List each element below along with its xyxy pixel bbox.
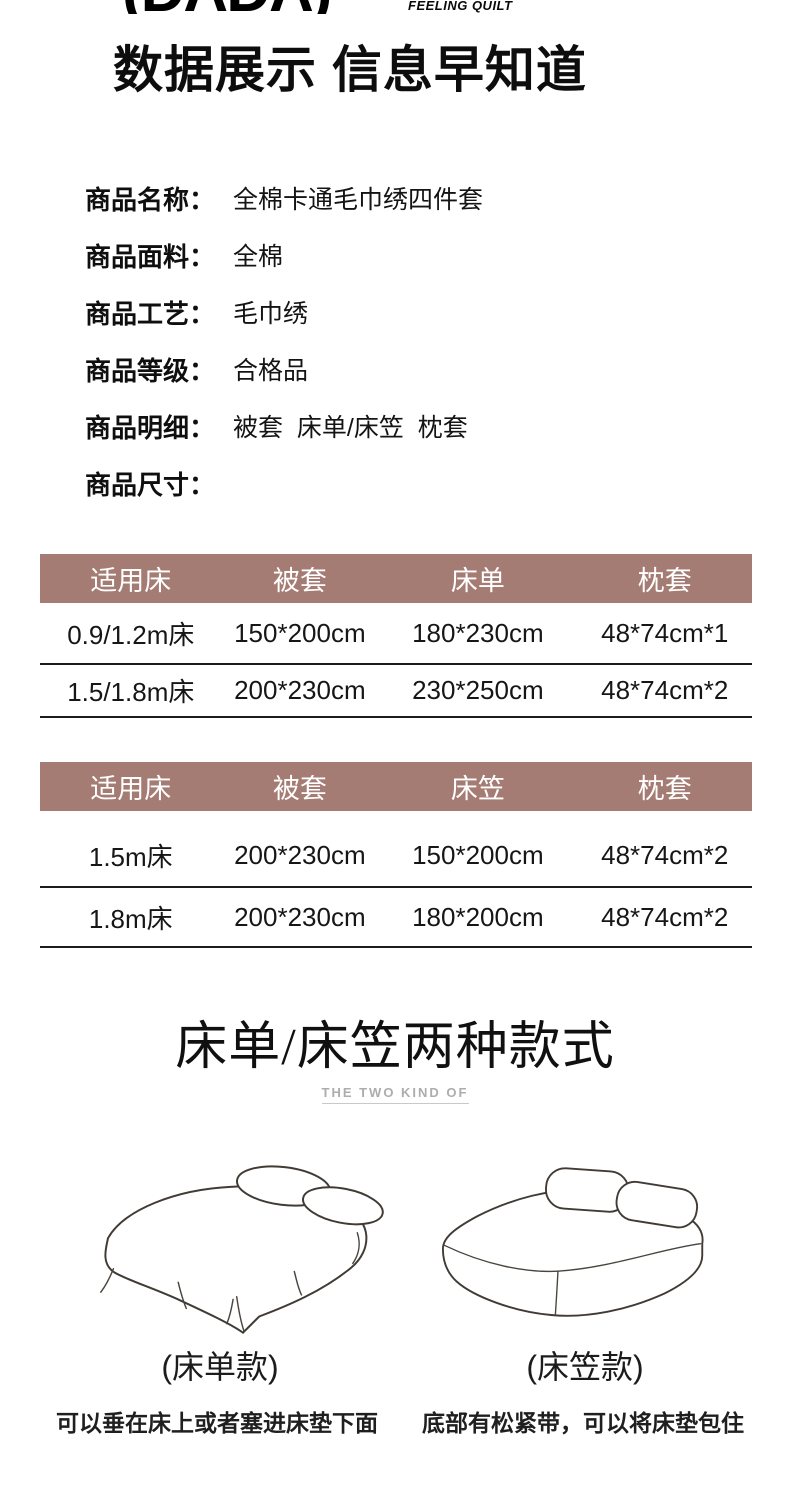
product-info-list: 商品名称： 全棉卡通毛巾绣四件套 商品面料： 全棉 商品工艺： 毛巾绣 商品等级… (85, 180, 745, 522)
brand-tagline: FEELING QUILT (408, 0, 513, 13)
pillow-icon (545, 1167, 699, 1229)
section-subtitle-wrap: THE TWO KIND OF (0, 1084, 790, 1104)
table-row: 1.5/1.8m床 200*230cm 230*250cm 48*74cm*2 (40, 665, 752, 718)
column-header-duvet: 被套 (272, 774, 327, 804)
brand-logo-text: (DADA) (122, 0, 332, 14)
info-row-size: 商品尺寸： (85, 465, 745, 500)
table-cell: 150*200cm (412, 840, 544, 870)
info-value: 全棉 (233, 243, 284, 271)
info-label: 商品面料： (85, 242, 216, 272)
table-cell: 180*230cm (412, 617, 544, 648)
page-title: 数据展示 信息早知道 (113, 42, 587, 98)
size-table-fitted-sheet: 适用床 被套 床笠 枕套 1.5m床 200*230cm 150*200cm 4… (40, 762, 752, 948)
info-value: 毛巾绣 (233, 300, 309, 328)
caption-flat-sheet: (床单款) (161, 1349, 279, 1385)
table-row: 0.9/1.2m床 150*200cm 180*230cm 48*74cm*1 (40, 603, 752, 665)
info-value: 全棉卡通毛巾绣四件套 (233, 186, 484, 214)
info-row-detail: 商品明细： 被套 床单/床笠 枕套 (85, 408, 745, 443)
column-header-bed: 适用床 (90, 774, 172, 804)
section-subtitle: THE TWO KIND OF (321, 1085, 469, 1104)
info-value: 被套 床单/床笠 枕套 (233, 414, 468, 442)
description-fitted-sheet: 底部有松紧带，可以将床垫包住 (422, 1410, 744, 1436)
table-cell: 200*230cm (234, 840, 366, 870)
info-label: 商品尺寸： (85, 470, 216, 500)
caption-fitted-sheet: (床笠款) (526, 1349, 644, 1385)
fitted-sheet-bed-illustration (441, 1167, 704, 1317)
size-table-header: 适用床 被套 床笠 枕套 (40, 762, 752, 811)
info-row-name: 商品名称： 全棉卡通毛巾绣四件套 (85, 180, 745, 215)
table-cell: 230*250cm (412, 675, 544, 705)
table-cell: 1.8m床 (88, 903, 173, 934)
column-header-bed: 适用床 (90, 566, 172, 596)
pillow-icon (236, 1165, 384, 1226)
column-header-pillow: 枕套 (637, 774, 692, 804)
table-cell: 180*200cm (412, 901, 544, 932)
flat-sheet-bed-illustration (100, 1165, 384, 1334)
size-table-header: 适用床 被套 床单 枕套 (40, 554, 752, 603)
table-cell: 1.5m床 (88, 842, 173, 872)
info-row-grade: 商品等级： 合格品 (85, 351, 745, 386)
column-header-duvet: 被套 (272, 566, 327, 596)
description-flat-sheet: 可以垂在床上或者塞进床垫下面 (56, 1410, 378, 1436)
table-cell: 48*74cm*2 (601, 840, 729, 870)
size-table-flat-sheet: 适用床 被套 床单 枕套 0.9/1.2m床 150*200cm 180*230… (40, 554, 752, 718)
info-label: 商品名称： (85, 185, 216, 215)
info-label: 商品等级： (85, 356, 216, 386)
table-row: 1.5m床 200*230cm 150*200cm 48*74cm*2 (40, 811, 752, 888)
info-row-craft: 商品工艺： 毛巾绣 (85, 294, 745, 329)
table-row: 1.8m床 200*230cm 180*200cm 48*74cm*2 (40, 888, 752, 948)
brand-logo: (DADA) (122, 0, 337, 14)
info-label: 商品明细： (85, 413, 216, 443)
table-cell: 0.9/1.2m床 (67, 619, 195, 650)
table-cell: 200*230cm (234, 675, 366, 705)
table-cell: 48*74cm*2 (601, 901, 729, 932)
column-header-pillow: 枕套 (637, 566, 692, 596)
column-header-sheet: 床单 (450, 566, 505, 596)
table-cell: 48*74cm*1 (601, 617, 729, 648)
info-row-fabric: 商品面料： 全棉 (85, 237, 745, 272)
table-cell: 200*230cm (234, 901, 366, 932)
table-cell: 48*74cm*2 (601, 675, 729, 705)
table-cell: 150*200cm (234, 617, 366, 648)
info-value: 合格品 (233, 357, 309, 385)
table-cell: 1.5/1.8m床 (67, 677, 195, 707)
column-header-fitted: 床笠 (450, 774, 505, 804)
section-title: 床单/床笠两种款式 (175, 1019, 615, 1076)
info-label: 商品工艺： (85, 299, 216, 329)
